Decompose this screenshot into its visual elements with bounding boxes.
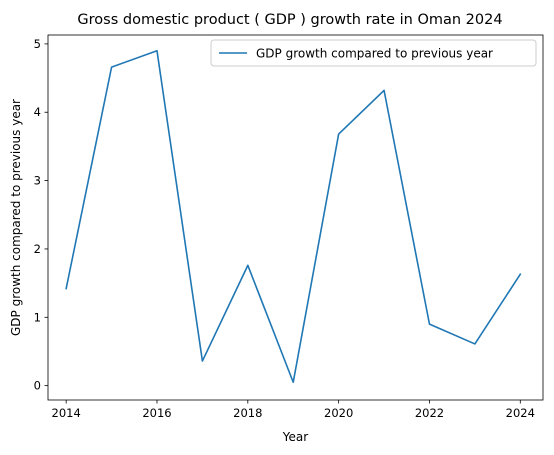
series-group	[65, 49, 522, 384]
x-tick-label: 2022	[415, 406, 444, 420]
legend-label: GDP growth compared to previous year	[256, 47, 493, 61]
y-tick-label: 3	[34, 174, 41, 188]
legend-box	[210, 39, 537, 67]
legend: GDP growth compared to previous year	[210, 39, 537, 67]
x-tick-label: 2014	[52, 406, 81, 420]
x-tick-label: 2024	[506, 406, 535, 420]
chart-title: Gross domestic product ( GDP ) growth ra…	[77, 12, 502, 28]
y-tick-label: 4	[34, 105, 41, 119]
y-tick-label: 5	[34, 37, 41, 51]
series-line	[65, 49, 522, 384]
x-axis: 2014 2016 2018 2020 2022 2024	[52, 400, 535, 420]
x-tick-label: 2018	[233, 406, 262, 420]
x-tick-label: 2020	[324, 406, 353, 420]
y-tick-label: 0	[34, 379, 41, 393]
x-axis-label: Year	[282, 430, 308, 444]
x-tick-label: 2016	[142, 406, 171, 420]
y-axis-label: GDP growth compared to previous year	[9, 99, 23, 336]
y-tick-label: 1	[34, 310, 41, 324]
y-axis: 0 1 2 3 4 5	[34, 37, 48, 393]
plot-area	[47, 34, 544, 401]
y-tick-label: 2	[34, 242, 41, 256]
